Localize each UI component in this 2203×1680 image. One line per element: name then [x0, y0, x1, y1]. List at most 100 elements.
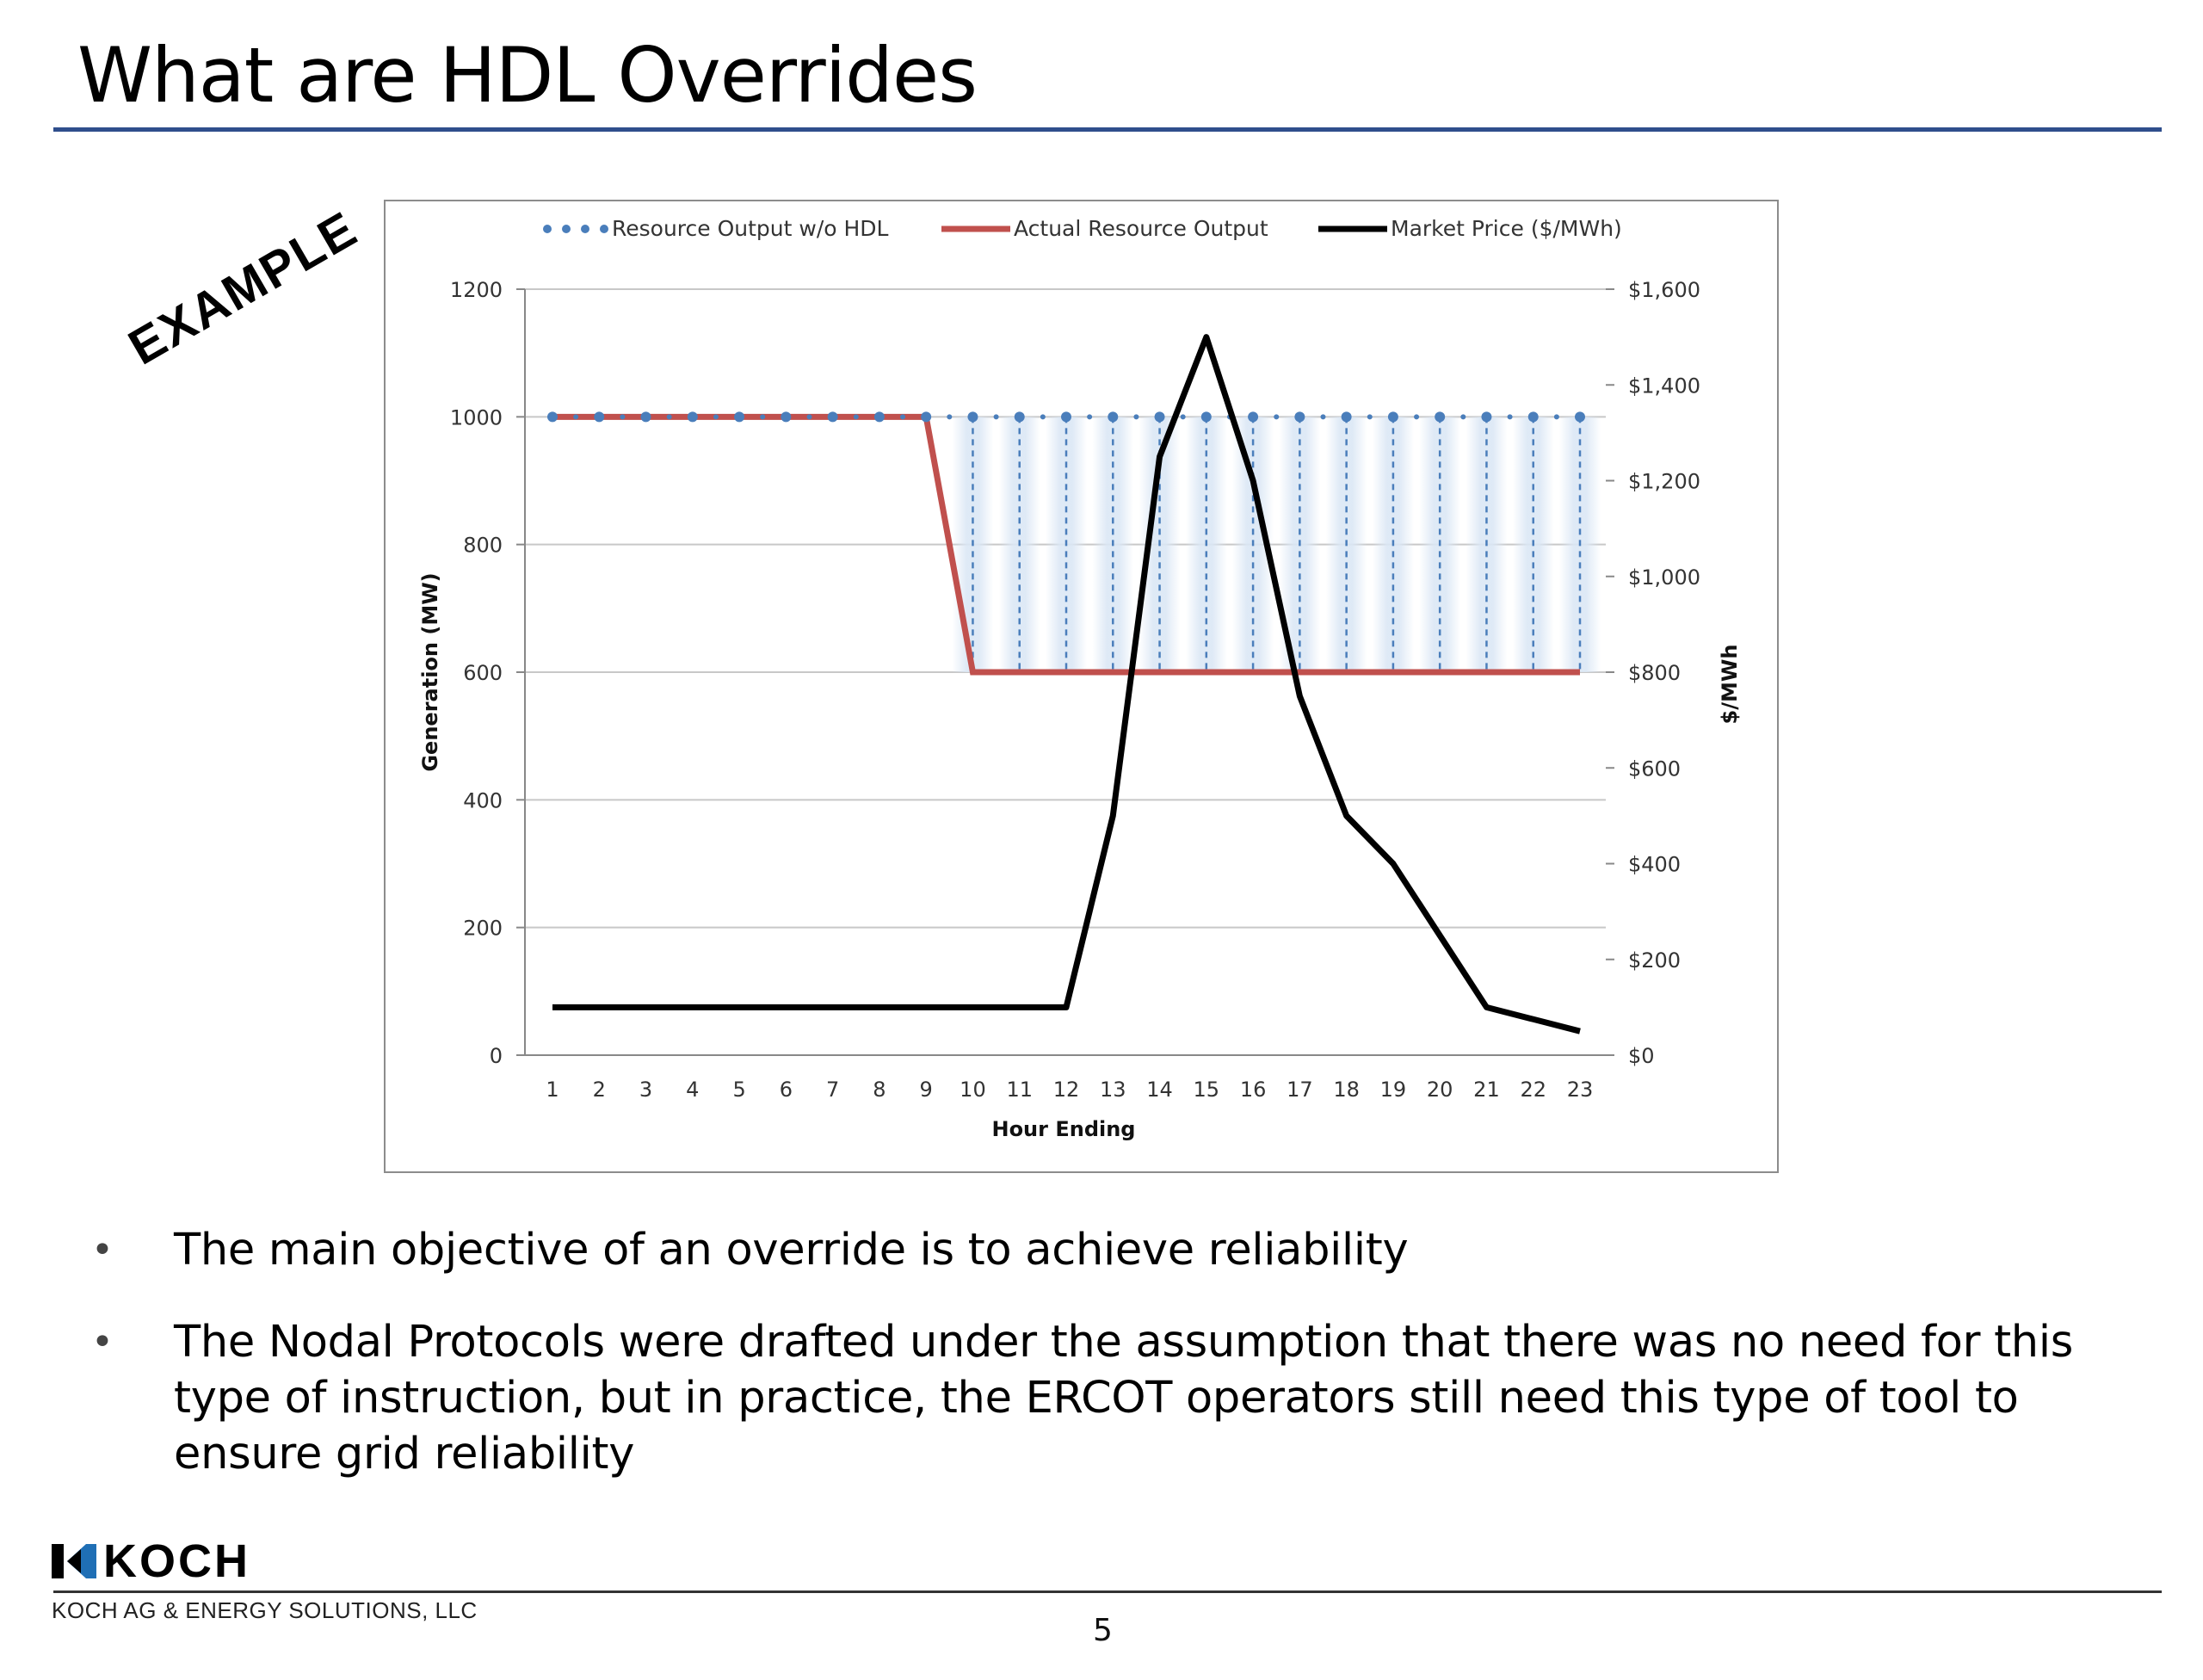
y2-tick-label: $400	[1628, 853, 1681, 877]
series-point-output-without-hdl-minor	[1274, 414, 1280, 420]
legend-label: Actual Resource Output	[1014, 216, 1268, 241]
series-point-output-without-hdl-minor	[1320, 414, 1326, 420]
x-tick-label: 16	[1240, 1078, 1267, 1102]
series-point-output-without-hdl-minor	[993, 414, 999, 420]
drop-lines	[952, 417, 1601, 672]
series-point-output-without-hdl-minor	[760, 414, 766, 420]
series-point-output-without-hdl	[781, 411, 792, 423]
x-tick-label: 20	[1427, 1078, 1453, 1102]
series-point-output-without-hdl	[1435, 411, 1446, 423]
bullet-text: The main objective of an override is to …	[174, 1225, 1409, 1275]
series-point-output-without-hdl	[734, 411, 745, 423]
slide-title: What are HDL Overrides	[77, 31, 978, 120]
series-point-output-without-hdl-minor	[947, 414, 953, 420]
x-tick-label: 19	[1380, 1078, 1407, 1102]
series-point-output-without-hdl-minor	[620, 414, 626, 420]
series-point-output-without-hdl-minor	[1087, 414, 1093, 420]
series-point-output-without-hdl	[967, 411, 978, 423]
bullet-list: • The main objective of an override is t…	[86, 1222, 2151, 1518]
x-tick-label: 2	[593, 1078, 606, 1102]
footer-divider	[53, 1590, 2162, 1593]
series-point-output-without-hdl	[1341, 411, 1352, 423]
x-tick-label: 21	[1473, 1078, 1500, 1102]
legend-label: Resource Output w/o HDL	[612, 216, 889, 241]
legend-swatch-dot	[581, 225, 589, 233]
series-point-output-without-hdl	[1200, 411, 1212, 423]
x-tick-label: 6	[780, 1078, 793, 1102]
y-tick-label: 0	[490, 1044, 503, 1068]
x-tick-label: 5	[732, 1078, 745, 1102]
company-name: KOCH AG & ENERGY SOLUTIONS, LLC	[52, 1597, 478, 1623]
legend-label: Market Price ($/MWh)	[1391, 216, 1622, 241]
y-tick-label: 1000	[450, 405, 503, 429]
series-point-output-without-hdl	[921, 411, 932, 423]
bullet-symbol: •	[91, 1228, 114, 1272]
series-point-output-without-hdl	[640, 411, 651, 423]
y2-tick-label: $1,000	[1628, 565, 1700, 590]
logo-wordmark: KOCH	[103, 1535, 250, 1587]
series-layer	[547, 334, 1585, 1035]
bullet-symbol: •	[91, 1320, 114, 1364]
series-point-output-without-hdl-minor	[806, 414, 812, 420]
x-axis-title: Hour Ending	[991, 1117, 1135, 1141]
series-point-output-without-hdl	[1294, 411, 1305, 423]
series-point-output-without-hdl	[1108, 411, 1119, 423]
series-point-output-without-hdl-minor	[1133, 414, 1139, 420]
bullet-item: • The Nodal Protocols were drafted under…	[86, 1314, 2151, 1482]
legend-swatch-dot	[543, 225, 552, 233]
series-point-output-without-hdl	[873, 411, 885, 423]
series-point-output-without-hdl-minor	[1180, 414, 1186, 420]
series-point-output-without-hdl	[827, 411, 838, 423]
series-point-output-without-hdl-minor	[573, 414, 579, 420]
series-point-output-without-hdl	[547, 411, 558, 423]
chart-legend: Resource Output w/o HDL Actual Resource O…	[543, 216, 1622, 241]
x-tick-label: 18	[1333, 1078, 1360, 1102]
x-tick-label: 1	[546, 1078, 558, 1102]
x-tick-label: 17	[1287, 1078, 1313, 1102]
series-point-output-without-hdl	[1527, 411, 1539, 423]
series-point-output-without-hdl	[1575, 411, 1585, 423]
bullet-text: The Nodal Protocols were drafted under t…	[174, 1317, 2073, 1479]
legend-swatch-dot	[600, 225, 608, 233]
legend-swatch-dot	[562, 225, 571, 233]
x-tick-label: 12	[1053, 1078, 1080, 1102]
series-point-output-without-hdl-minor	[1553, 414, 1559, 420]
y2-axis-title: $/MWh	[1718, 645, 1742, 725]
series-point-output-without-hdl	[1061, 411, 1071, 423]
title-divider	[53, 127, 2162, 132]
bullet-item: • The main objective of an override is t…	[86, 1222, 2151, 1278]
x-tick-label: 7	[826, 1078, 839, 1102]
series-point-output-without-hdl-minor	[900, 414, 906, 420]
x-tick-label: 8	[873, 1078, 886, 1102]
y2-tick-label: $0	[1628, 1044, 1655, 1068]
series-point-output-without-hdl-minor	[853, 414, 859, 420]
combo-chart: 0 200 400 600 800 1000 1200 $0 $200 $400 $600 $800 $…	[418, 216, 1742, 1141]
series-point-output-without-hdl	[1248, 411, 1259, 423]
y2-tick-label: $1,400	[1628, 374, 1700, 398]
y-tick-label: 1200	[450, 278, 503, 302]
y-tick-label: 800	[463, 534, 503, 558]
series-point-output-without-hdl-minor	[1460, 414, 1466, 420]
x-tick-label: 9	[920, 1078, 933, 1102]
y-tick-label: 200	[463, 917, 503, 941]
series-point-output-without-hdl	[1154, 411, 1165, 423]
series-point-output-without-hdl-minor	[713, 414, 719, 420]
axes-layer: 0 200 400 600 800 1000 1200 $0 $200 $400 $600 $800 $…	[418, 278, 1742, 1141]
y2-tick-label: $200	[1628, 948, 1681, 973]
series-point-output-without-hdl	[1481, 411, 1492, 423]
series-point-output-without-hdl	[1387, 411, 1398, 423]
series-point-output-without-hdl	[1014, 411, 1025, 423]
y2-tick-label: $600	[1628, 757, 1681, 781]
x-tick-label: 22	[1520, 1078, 1546, 1102]
series-point-output-without-hdl-minor	[1040, 414, 1046, 420]
x-tick-label: 4	[686, 1078, 699, 1102]
y-tick-label: 600	[463, 661, 503, 685]
series-point-output-without-hdl-minor	[1367, 414, 1373, 420]
x-tick-label: 11	[1006, 1078, 1033, 1102]
x-tick-label: 23	[1567, 1078, 1594, 1102]
y-axis-title: Generation (MW)	[418, 572, 442, 771]
y2-tick-label: $800	[1628, 661, 1681, 685]
series-point-output-without-hdl	[687, 411, 698, 423]
series-point-output-without-hdl-minor	[1414, 414, 1420, 420]
x-tick-label: 15	[1194, 1078, 1220, 1102]
